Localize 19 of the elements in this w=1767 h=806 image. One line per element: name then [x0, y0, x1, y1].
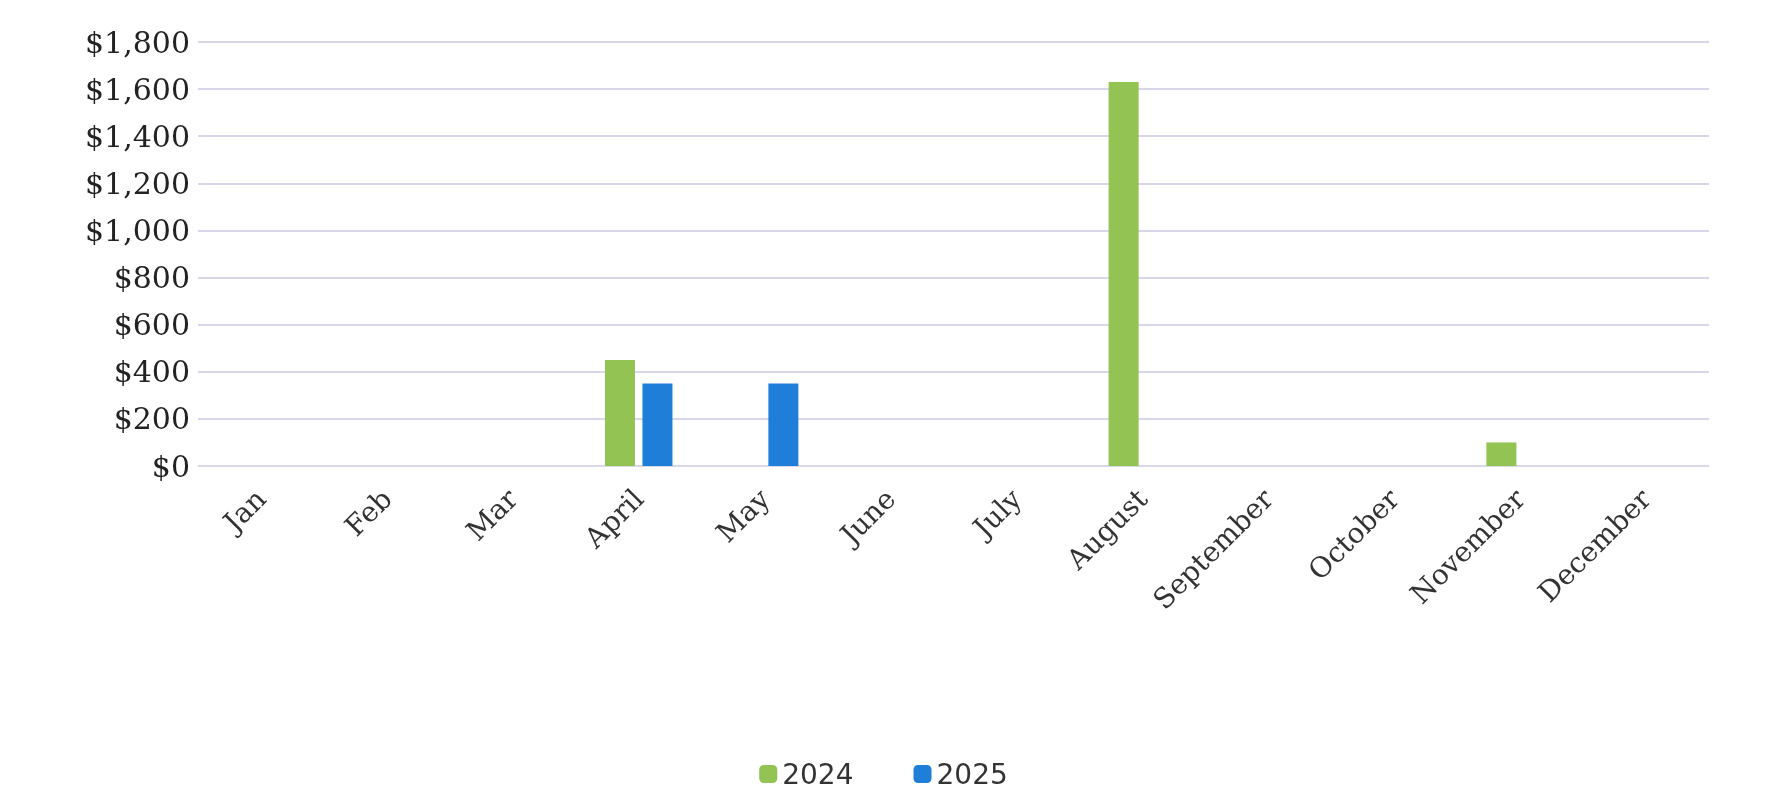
y-tick-label: $400	[113, 354, 190, 390]
legend-label: 2025	[936, 757, 1008, 791]
y-tick-label: $1,800	[85, 24, 190, 60]
y-tick-label: $1,400	[85, 118, 190, 154]
y-tick-label: $1,000	[85, 212, 190, 248]
bar	[642, 383, 673, 466]
y-tick-label: $1,200	[85, 165, 190, 201]
y-tick-label: $600	[113, 307, 190, 343]
legend-label: 2024	[782, 757, 854, 791]
bar	[604, 360, 635, 466]
x-tick-label: Feb	[338, 482, 399, 543]
y-tick-label: $800	[113, 260, 190, 296]
bar	[1486, 442, 1517, 466]
x-tick-label: Jan	[214, 482, 273, 541]
y-tick-label: $0	[151, 448, 190, 484]
y-tick-label: $200	[113, 401, 190, 437]
bar	[768, 383, 799, 466]
y-tick-label: $1,600	[85, 71, 190, 107]
bar	[1108, 82, 1139, 466]
